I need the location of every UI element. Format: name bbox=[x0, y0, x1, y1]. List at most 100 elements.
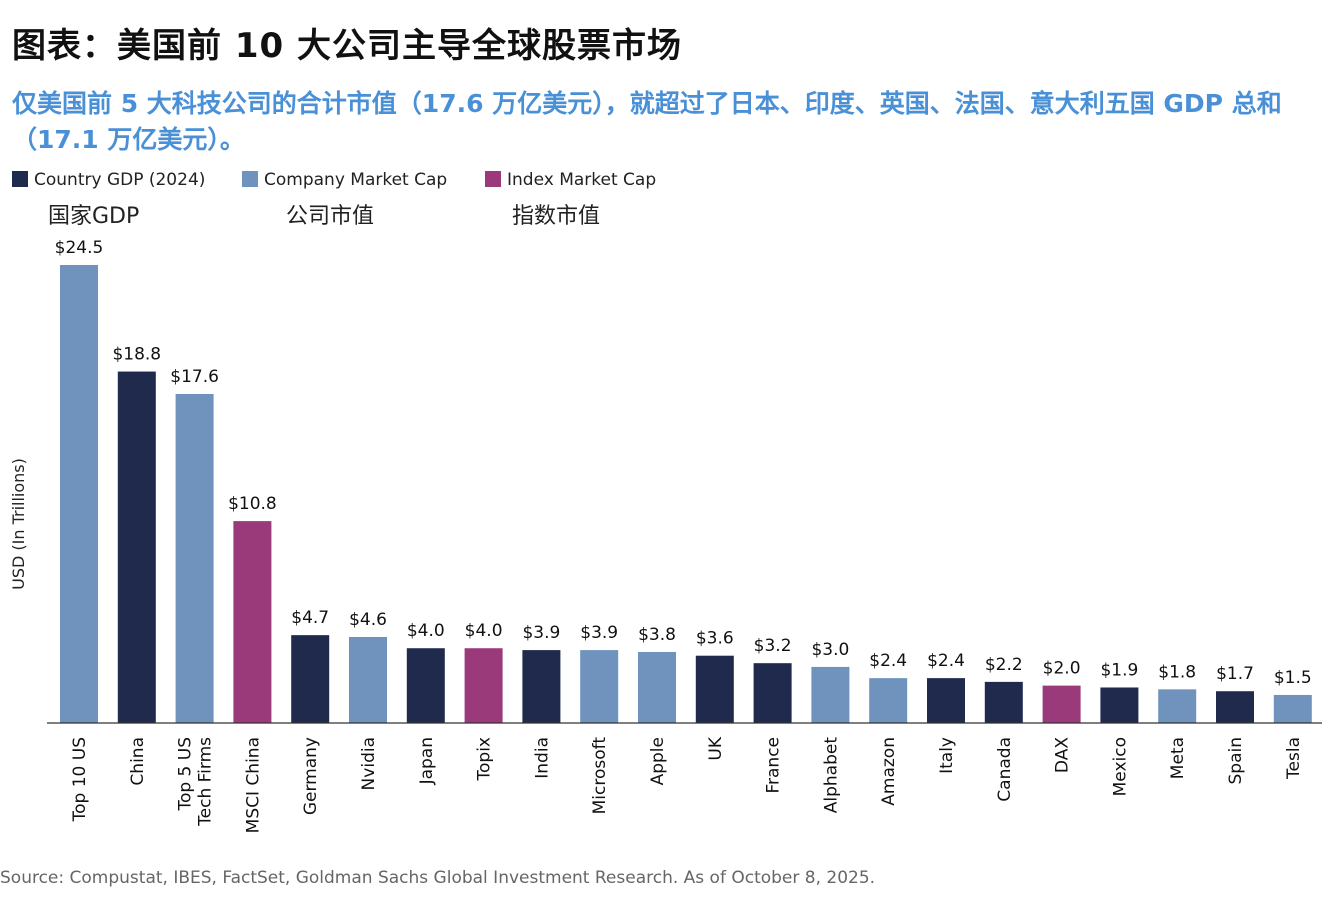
source-note: Source: Compustat, IBES, FactSet, Goldma… bbox=[0, 868, 876, 888]
bar-tesla bbox=[1273, 694, 1312, 723]
data-label: $1.5 bbox=[1274, 668, 1312, 688]
x-tick-label-line: Tesla bbox=[1284, 737, 1304, 780]
x-tick-label: Canada bbox=[995, 737, 1015, 802]
data-label: $17.6 bbox=[170, 367, 219, 387]
x-tick-label: Top 5 USTech Firms bbox=[176, 737, 216, 827]
data-label: $1.7 bbox=[1216, 664, 1254, 684]
x-tick-label-line: Microsoft bbox=[590, 737, 610, 815]
x-tick-label-line: Top 10 US bbox=[70, 737, 90, 822]
bar-uk bbox=[695, 655, 734, 723]
bar-amazon bbox=[869, 678, 908, 723]
x-tick-label-line: Spain bbox=[1226, 737, 1246, 785]
x-tick-label: France bbox=[764, 737, 784, 794]
data-label: $3.9 bbox=[580, 623, 618, 643]
legend-label: Country GDP (2024) bbox=[34, 170, 206, 190]
bar-meta bbox=[1158, 689, 1197, 723]
x-tick-label-line: France bbox=[764, 737, 784, 794]
x-tick-label-line: Nvidia bbox=[359, 737, 379, 790]
chart-title: 图表：美国前 10 大公司主导全球股票市场 bbox=[12, 26, 682, 66]
x-tick-label: Microsoft bbox=[590, 737, 610, 815]
data-label: $18.8 bbox=[112, 345, 161, 365]
legend-label: Company Market Cap bbox=[264, 170, 448, 190]
x-tick-label-line: UK bbox=[706, 736, 726, 760]
data-label: $2.0 bbox=[1043, 659, 1081, 679]
legend-swatch-company-market-cap bbox=[242, 171, 258, 187]
bar-mexico bbox=[1100, 687, 1139, 723]
x-tick-label-line: Canada bbox=[995, 737, 1015, 802]
x-tick-label: China bbox=[128, 737, 148, 786]
legend-item-index-market-cap: Index Market Cap bbox=[485, 170, 656, 190]
legend-label: Index Market Cap bbox=[507, 170, 657, 190]
bar-msci-china bbox=[233, 521, 272, 723]
bar-france bbox=[753, 663, 792, 723]
legend-swatch-country-gdp bbox=[12, 171, 28, 187]
bar-dax bbox=[1042, 685, 1081, 723]
x-tick-label-line: Top 5 US bbox=[176, 737, 196, 812]
x-tick-label: Mexico bbox=[1110, 737, 1130, 796]
bar-nvidia bbox=[349, 637, 387, 723]
y-axis-label: USD (In Trillions) bbox=[9, 458, 28, 590]
x-tick-label: Nvidia bbox=[359, 737, 379, 790]
chart-subtitle: 仅美国前 5 大科技公司的合计市值（17.6 万亿美元），就超过了日本、印度、英… bbox=[12, 89, 1282, 154]
bar-china bbox=[117, 371, 156, 723]
bar-chart: USD (In Trillions) $24.5 Top 10 US $18.8 Chi… bbox=[9, 238, 1322, 833]
data-label: $4.7 bbox=[291, 608, 329, 628]
x-tick-label: Tesla bbox=[1284, 737, 1304, 780]
x-tick-label-line: India bbox=[532, 737, 552, 779]
bar-india bbox=[522, 650, 561, 723]
data-label: $4.6 bbox=[349, 610, 387, 630]
bar-italy bbox=[927, 678, 965, 723]
bar-microsoft bbox=[580, 650, 619, 723]
data-label: $3.6 bbox=[696, 629, 734, 649]
x-tick-label-line: Japan bbox=[417, 737, 437, 785]
x-tick-label: Alphabet bbox=[821, 737, 841, 814]
x-tick-label: Meta bbox=[1168, 737, 1188, 779]
data-label: $4.0 bbox=[465, 621, 503, 641]
data-label: $3.9 bbox=[522, 623, 560, 643]
data-label: $2.4 bbox=[927, 651, 965, 671]
bar-spain bbox=[1216, 691, 1254, 723]
data-label: $24.5 bbox=[55, 238, 104, 258]
x-tick-label-line: Topix bbox=[475, 737, 495, 781]
x-tick-label: India bbox=[532, 737, 552, 779]
x-tick-label: MSCI China bbox=[243, 737, 263, 833]
x-tick-label-line: Tech Firms bbox=[196, 737, 216, 827]
data-label: $3.8 bbox=[638, 625, 676, 645]
bar-top-5-us-tech-firms bbox=[175, 393, 214, 723]
bar-top-10-us bbox=[60, 265, 98, 723]
data-label: $10.8 bbox=[228, 494, 277, 514]
x-tick-label: Japan bbox=[417, 737, 437, 785]
x-tick-label-line: Apple bbox=[648, 737, 668, 785]
x-tick-label-line: Amazon bbox=[879, 737, 899, 806]
data-label: $1.8 bbox=[1158, 662, 1196, 682]
x-tick-label: Topix bbox=[475, 737, 495, 781]
x-tick-label: Amazon bbox=[879, 737, 899, 806]
x-tick-label: Spain bbox=[1226, 737, 1246, 785]
x-tick-label-line: China bbox=[128, 737, 148, 786]
x-tick-label-line: Alphabet bbox=[821, 737, 841, 814]
bar-alphabet bbox=[811, 666, 850, 723]
x-tick-label-line: Mexico bbox=[1110, 737, 1130, 796]
legend-label-zh-index-market-cap: 指数市值 bbox=[512, 204, 601, 229]
legend-label-zh-country-gdp: 国家GDP bbox=[48, 204, 140, 229]
legend-item-company-market-cap: Company Market Cap bbox=[242, 170, 447, 190]
legend-label-zh-company-market-cap: 公司市值 bbox=[286, 204, 375, 229]
x-tick-label-line: DAX bbox=[1053, 737, 1073, 773]
x-tick-label: Apple bbox=[648, 737, 668, 785]
data-label: $2.2 bbox=[985, 655, 1023, 675]
x-tick-label-line: Germany bbox=[301, 737, 321, 815]
bar-japan bbox=[406, 648, 445, 723]
bar-germany bbox=[291, 635, 330, 723]
x-tick-label: Italy bbox=[937, 737, 957, 774]
x-tick-label-line: MSCI China bbox=[243, 737, 263, 833]
data-label: $1.9 bbox=[1100, 660, 1138, 680]
x-tick-label: Top 10 US bbox=[70, 737, 90, 822]
data-label: $4.0 bbox=[407, 621, 445, 641]
legend-item-country-gdp: Country GDP (2024) bbox=[12, 170, 205, 190]
x-tick-label: Germany bbox=[301, 737, 321, 815]
bar-topix bbox=[464, 648, 503, 723]
x-tick-label: DAX bbox=[1053, 737, 1073, 773]
x-tick-label: UK bbox=[706, 736, 726, 760]
x-tick-label-line: Italy bbox=[937, 737, 957, 774]
data-label: $3.0 bbox=[811, 640, 849, 660]
